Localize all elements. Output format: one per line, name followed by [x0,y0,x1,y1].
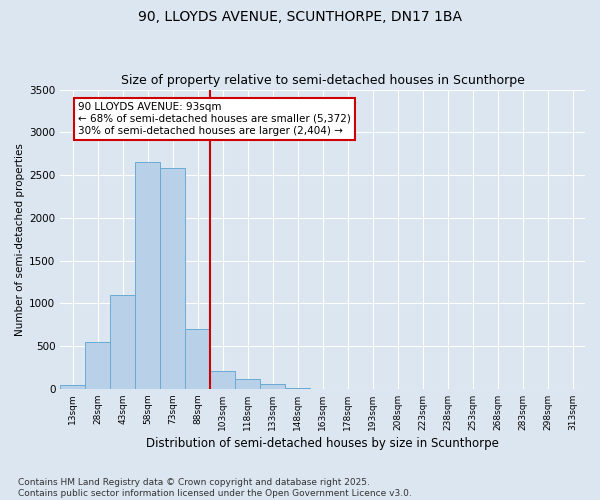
Text: 90, LLOYDS AVENUE, SCUNTHORPE, DN17 1BA: 90, LLOYDS AVENUE, SCUNTHORPE, DN17 1BA [138,10,462,24]
Bar [160,168,185,389]
Bar [60,386,85,389]
Text: 90 LLOYDS AVENUE: 93sqm
← 68% of semi-detached houses are smaller (5,372)
30% of: 90 LLOYDS AVENUE: 93sqm ← 68% of semi-de… [78,102,350,136]
Bar [135,162,160,389]
Bar [235,380,260,389]
Bar [85,342,110,389]
Y-axis label: Number of semi-detached properties: Number of semi-detached properties [15,143,25,336]
Bar [210,371,235,389]
Bar [285,388,310,389]
Bar [185,329,210,389]
X-axis label: Distribution of semi-detached houses by size in Scunthorpe: Distribution of semi-detached houses by … [146,437,499,450]
Bar [110,295,135,389]
Title: Size of property relative to semi-detached houses in Scunthorpe: Size of property relative to semi-detach… [121,74,524,87]
Bar [260,384,285,389]
Text: Contains HM Land Registry data © Crown copyright and database right 2025.
Contai: Contains HM Land Registry data © Crown c… [18,478,412,498]
